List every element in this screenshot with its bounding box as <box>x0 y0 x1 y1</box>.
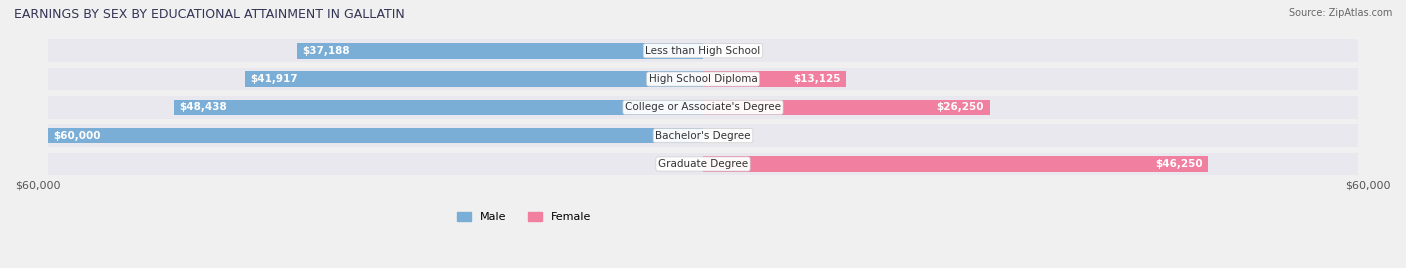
Text: $48,438: $48,438 <box>180 102 228 112</box>
Legend: Male, Female: Male, Female <box>453 208 595 227</box>
Bar <box>703 71 846 87</box>
Bar <box>297 43 703 58</box>
Text: $0: $0 <box>668 159 681 169</box>
Bar <box>245 71 703 87</box>
Text: College or Associate's Degree: College or Associate's Degree <box>626 102 780 112</box>
Text: Graduate Degree: Graduate Degree <box>658 159 748 169</box>
Bar <box>48 124 703 147</box>
Text: $26,250: $26,250 <box>936 102 984 112</box>
Text: $60,000: $60,000 <box>1346 180 1391 190</box>
Text: $37,188: $37,188 <box>302 46 350 56</box>
Bar <box>703 68 1358 90</box>
Text: $0: $0 <box>725 131 738 141</box>
Bar <box>703 96 1358 119</box>
Text: High School Diploma: High School Diploma <box>648 74 758 84</box>
Text: $13,125: $13,125 <box>793 74 841 84</box>
Bar <box>703 39 1358 62</box>
Bar <box>703 156 1208 172</box>
Bar <box>48 68 703 90</box>
Bar <box>48 128 703 143</box>
Text: Source: ZipAtlas.com: Source: ZipAtlas.com <box>1288 8 1392 18</box>
Bar <box>703 124 1358 147</box>
Text: Bachelor's Degree: Bachelor's Degree <box>655 131 751 141</box>
Bar <box>48 39 703 62</box>
Bar <box>703 100 990 115</box>
Bar <box>174 100 703 115</box>
Bar <box>48 153 703 175</box>
Text: $0: $0 <box>725 46 738 56</box>
Text: $41,917: $41,917 <box>250 74 298 84</box>
Text: $60,000: $60,000 <box>53 131 101 141</box>
Bar <box>703 153 1358 175</box>
Text: EARNINGS BY SEX BY EDUCATIONAL ATTAINMENT IN GALLATIN: EARNINGS BY SEX BY EDUCATIONAL ATTAINMEN… <box>14 8 405 21</box>
Text: $46,250: $46,250 <box>1154 159 1202 169</box>
Bar <box>48 96 703 119</box>
Text: $60,000: $60,000 <box>15 180 60 190</box>
Text: Less than High School: Less than High School <box>645 46 761 56</box>
